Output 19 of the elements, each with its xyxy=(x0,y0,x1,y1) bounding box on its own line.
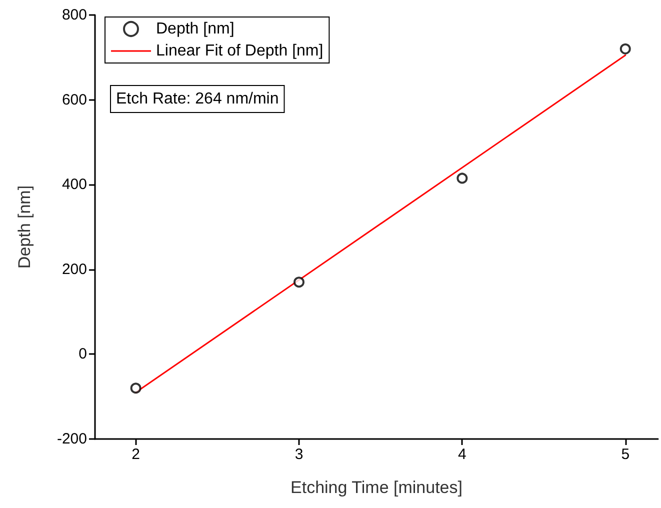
y-tick-label: 800 xyxy=(62,6,87,24)
legend-label: Linear Fit of Depth [nm] xyxy=(156,42,324,60)
legend-label: Depth [nm] xyxy=(156,20,234,38)
y-tick-label: 0 xyxy=(78,346,87,363)
annotation: Etch Rate: 264 nm/min xyxy=(116,90,279,108)
point xyxy=(130,382,142,394)
y-axis-title: Depth [nm] xyxy=(15,185,34,269)
x-tick-label: 5 xyxy=(621,446,630,463)
y-tick-label: 400 xyxy=(62,176,87,194)
x-axis-title: Etching Time [minutes] xyxy=(290,478,462,497)
x-tick-label: 2 xyxy=(132,446,140,463)
point xyxy=(620,43,631,54)
y-tick-label: 600 xyxy=(62,91,87,108)
x-tick-label: 3 xyxy=(294,446,304,463)
point xyxy=(456,172,468,184)
y-tick-label: -200 xyxy=(56,430,87,448)
x-tick-label: 4 xyxy=(458,446,466,463)
point xyxy=(293,276,304,288)
y-tick-label: 200 xyxy=(62,260,87,278)
